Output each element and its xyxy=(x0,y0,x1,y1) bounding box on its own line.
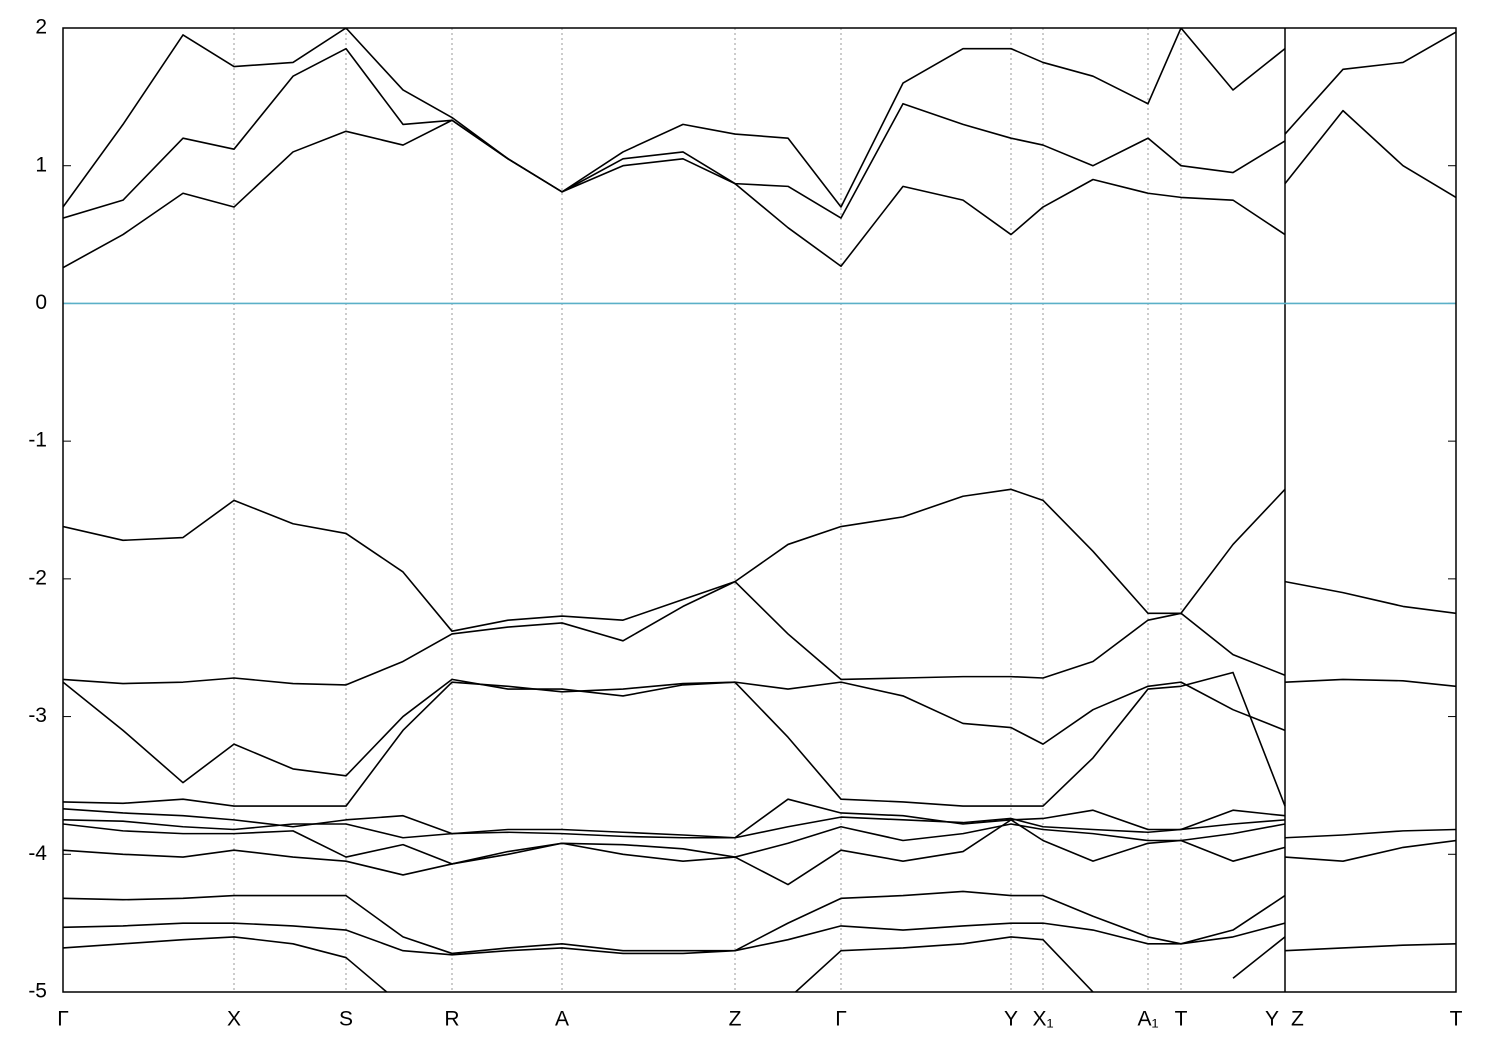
band-line xyxy=(63,936,1286,992)
x-tick-label: A xyxy=(555,1008,569,1031)
band-line xyxy=(63,819,1286,886)
labels-layer: 210-1-2-3-4-5Γ X S R A Z Γ Y X₁ A₁ T Y Z T xyxy=(28,16,1462,1031)
band-line xyxy=(63,890,1456,955)
band-line xyxy=(63,681,1286,807)
band-line xyxy=(63,816,1456,862)
bands-layer xyxy=(63,28,1456,992)
x-tick-label: Z xyxy=(1291,1008,1304,1031)
band-line xyxy=(63,580,1456,688)
y-tick-label: 2 xyxy=(35,16,47,39)
grid-layer xyxy=(63,27,1456,993)
x-tick-label: Γ xyxy=(835,1008,847,1031)
band-line xyxy=(63,488,1456,632)
x-tick-label: Y xyxy=(1004,1008,1018,1031)
plot-frame xyxy=(62,27,1457,993)
y-tick-label: -1 xyxy=(28,429,47,452)
x-tick-label: X₁ xyxy=(1032,1008,1053,1031)
x-tick-label: S xyxy=(339,1008,353,1031)
x-tick-label: Y xyxy=(1265,1008,1279,1031)
x-tick-label: R xyxy=(444,1008,459,1031)
x-tick-label: X xyxy=(227,1008,241,1031)
y-tick-label: 1 xyxy=(35,153,47,176)
y-tick-label: -3 xyxy=(28,704,47,727)
band-line xyxy=(63,28,1286,208)
x-tick-label: Γ xyxy=(57,1008,69,1031)
x-tick-label: T xyxy=(1450,1008,1463,1031)
band-line xyxy=(63,109,1456,269)
band-line xyxy=(63,31,1456,219)
y-tick-label: -2 xyxy=(28,566,47,589)
x-tick-label: Z xyxy=(729,1008,742,1031)
y-tick-label: 0 xyxy=(35,291,47,314)
y-tick-label: -4 xyxy=(28,842,47,865)
band-line xyxy=(63,922,1286,956)
x-tick-label: T xyxy=(1175,1008,1188,1031)
band-line xyxy=(63,823,1286,865)
x-tick-label: A₁ xyxy=(1137,1008,1158,1031)
y-tick-label: -5 xyxy=(28,980,47,1003)
